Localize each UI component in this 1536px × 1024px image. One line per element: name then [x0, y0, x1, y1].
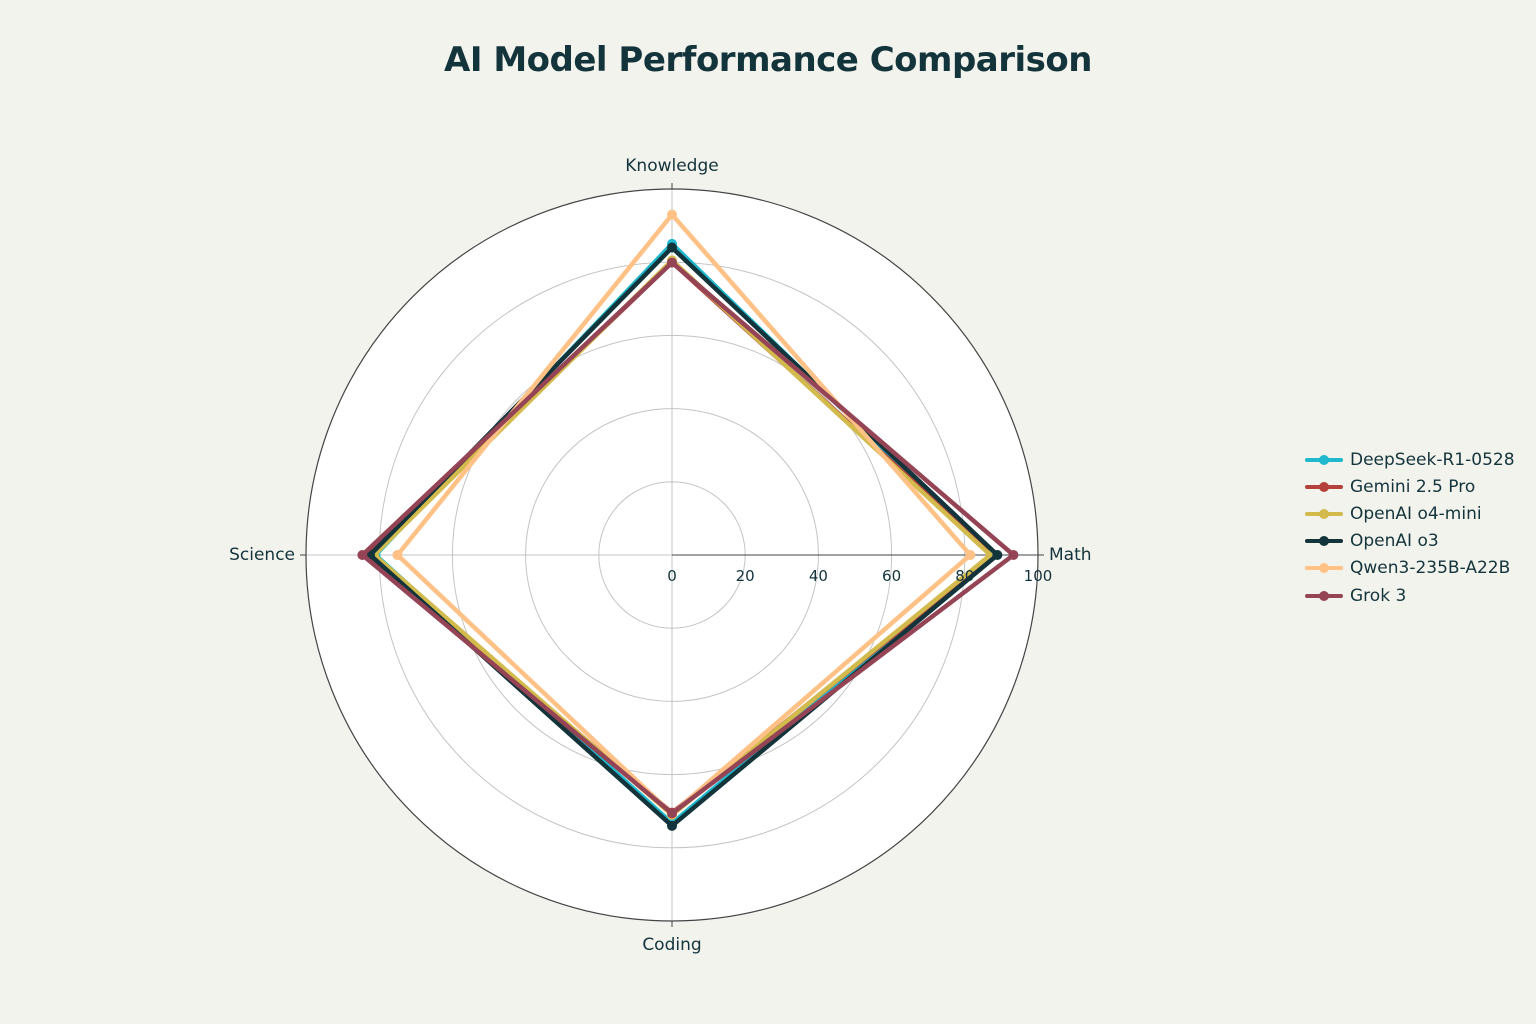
radial-tick-label: 40	[809, 567, 828, 585]
radar-axis-labels: Knowledge Math Coding Science	[229, 156, 1091, 955]
legend-item[interactable]: DeepSeek-R1-0528	[1305, 446, 1515, 473]
chart-title: AI Model Performance Comparison	[444, 40, 1092, 80]
series-point-openai-o3	[667, 242, 677, 253]
legend-item[interactable]: Gemini 2.5 Pro	[1305, 473, 1515, 500]
legend-item[interactable]: OpenAI o3	[1305, 528, 1515, 555]
radial-tick-label: 0	[667, 567, 677, 585]
legend-swatch-dot	[1319, 508, 1329, 519]
radar-tick-labels: 0 20 40 60 80 100	[667, 567, 1052, 585]
legend-item[interactable]: Grok 3	[1305, 582, 1515, 609]
series-point-grok-3	[667, 808, 677, 819]
legend-label: OpenAI o4-mini	[1350, 503, 1482, 524]
legend-swatch-dot	[1319, 590, 1329, 601]
axis-label-math: Math	[1049, 545, 1092, 565]
radial-tick-label: 60	[882, 567, 901, 585]
legend-swatch	[1305, 453, 1343, 467]
legend-label: Grok 3	[1350, 585, 1407, 606]
legend-swatch-dot	[1319, 454, 1329, 465]
legend-swatch-dot	[1319, 536, 1329, 547]
series-point-qwen3-235b-a22b	[667, 209, 677, 220]
legend-label: OpenAI o3	[1350, 531, 1439, 552]
series-point-grok-3	[1008, 550, 1019, 560]
series-grok-3	[357, 257, 1019, 819]
series-point-openai-o3	[667, 820, 677, 831]
legend-label: Qwen3-235B-A22B	[1350, 558, 1511, 579]
legend-swatch	[1305, 534, 1343, 548]
axis-label-science: Science	[229, 545, 295, 565]
series-point-grok-3	[357, 550, 368, 560]
radial-tick-label: 100	[1024, 567, 1053, 585]
series-point-qwen3-235b-a22b	[392, 550, 403, 560]
radar-series	[357, 209, 1019, 831]
legend-swatch-dot	[1319, 563, 1329, 574]
legend-swatch-dot	[1319, 481, 1329, 492]
legend-item[interactable]: OpenAI o4-mini	[1305, 500, 1515, 527]
axis-label-knowledge: Knowledge	[625, 156, 718, 176]
legend-item[interactable]: Qwen3-235B-A22B	[1305, 555, 1515, 582]
axis-label-coding: Coding	[642, 935, 701, 955]
legend: DeepSeek-R1-0528 Gemini 2.5 Pro OpenAI o4-…	[1305, 446, 1515, 609]
radial-tick-label: 20	[736, 567, 755, 585]
series-point-grok-3	[667, 257, 677, 268]
series-point-qwen3-235b-a22b	[965, 550, 976, 560]
radial-tick-label: 80	[955, 567, 974, 585]
series-point-openai-o3	[992, 550, 1003, 560]
legend-swatch	[1305, 480, 1343, 494]
legend-label: DeepSeek-R1-0528	[1350, 449, 1515, 470]
legend-swatch	[1305, 507, 1343, 521]
legend-label: Gemini 2.5 Pro	[1350, 476, 1476, 497]
legend-swatch	[1305, 561, 1343, 575]
legend-swatch	[1305, 589, 1343, 603]
